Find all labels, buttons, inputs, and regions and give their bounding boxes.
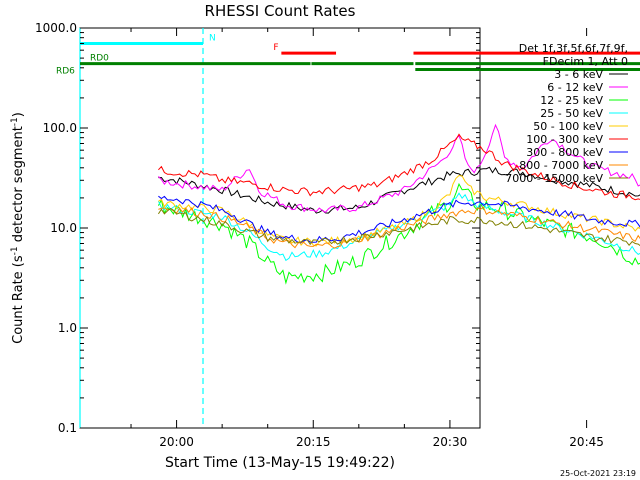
x-tick-label: 20:15 bbox=[296, 435, 331, 449]
legend-header-line: Det 1f,3f,5f,6f,7f,9f, bbox=[519, 42, 628, 55]
series-line bbox=[158, 206, 640, 249]
state-bar-label: RD0 bbox=[90, 54, 109, 64]
y-tick-label: 100.0 bbox=[43, 121, 77, 135]
legend-item-label: 800 - 7000 keV bbox=[519, 159, 603, 172]
state-bar-label: RD6 bbox=[56, 66, 75, 76]
legend-item-label: 50 - 100 keV bbox=[533, 120, 603, 133]
x-axis-label: Start Time (13-May-15 19:49:22) bbox=[165, 455, 395, 471]
state-bar-label: F bbox=[273, 43, 278, 53]
legend-item-label: 6 - 12 keV bbox=[547, 81, 603, 94]
y-tick-label: 0.1 bbox=[58, 421, 77, 435]
legend-item-label: 100 - 300 keV bbox=[526, 133, 603, 146]
y-axis-label-part-1: Count Rate (s bbox=[11, 255, 26, 344]
y-axis-label: Count Rate (s-1 detector segment-1) bbox=[10, 112, 26, 344]
chart-title: RHESSI Count Rates bbox=[205, 2, 356, 20]
legend-header-line: FDecim 1, Att 0 bbox=[543, 55, 628, 68]
y-tick-label: 1000.0 bbox=[35, 21, 77, 35]
y-axis-label-sup-1: -1 bbox=[10, 246, 20, 255]
series-line bbox=[158, 133, 640, 201]
legend-item-label: 7000 - 15000 keV bbox=[505, 172, 603, 185]
series-line bbox=[157, 207, 640, 247]
y-tick-label: 1.0 bbox=[58, 321, 77, 335]
legend-item-label: 3 - 6 keV bbox=[554, 68, 603, 81]
x-tick-label: 20:45 bbox=[569, 435, 604, 449]
legend: Det 1f,3f,5f,6f,7f,9f,FDecim 1, Att 03 -… bbox=[505, 42, 628, 185]
legend-item-label: 300 - 800 keV bbox=[526, 146, 603, 159]
legend-item-label: 12 - 25 keV bbox=[540, 94, 603, 107]
x-tick-label: 20:30 bbox=[433, 435, 468, 449]
y-tick-label: 10.0 bbox=[50, 221, 77, 235]
y-axis-label-part-3: ) bbox=[11, 112, 26, 117]
series-line bbox=[158, 166, 640, 214]
footer-date: 25-Oct-2021 23:19 bbox=[560, 469, 636, 478]
legend-item-label: 25 - 50 keV bbox=[540, 107, 603, 120]
y-axis-label-sup-2: -1 bbox=[10, 117, 20, 126]
x-tick-label: 20:00 bbox=[159, 435, 194, 449]
y-axis-label-part-2: detector segment bbox=[11, 126, 26, 246]
state-bar-label: N bbox=[209, 33, 216, 43]
series-line bbox=[157, 182, 640, 285]
series-line bbox=[157, 192, 640, 262]
